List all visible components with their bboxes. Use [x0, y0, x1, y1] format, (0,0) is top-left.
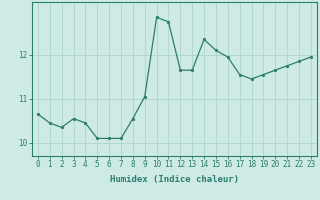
X-axis label: Humidex (Indice chaleur): Humidex (Indice chaleur) — [110, 175, 239, 184]
